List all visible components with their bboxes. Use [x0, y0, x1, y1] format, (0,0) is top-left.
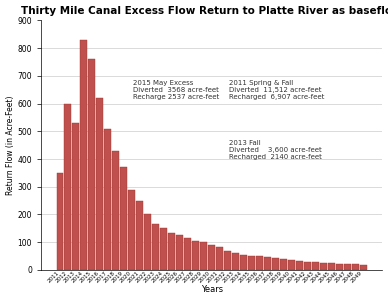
Bar: [328, 263, 335, 270]
Bar: [80, 40, 87, 270]
Text: 2013 Fall
Diverted    3,600 acre-feet
Recharged  2140 acre-feet: 2013 Fall Diverted 3,600 acre-feet Recha…: [229, 140, 322, 160]
Bar: [224, 250, 231, 270]
X-axis label: Years: Years: [201, 285, 223, 294]
Bar: [152, 224, 159, 270]
Bar: [216, 247, 223, 270]
Bar: [304, 262, 311, 270]
Bar: [248, 256, 255, 270]
Bar: [264, 257, 271, 270]
Bar: [120, 167, 127, 270]
Bar: [57, 173, 63, 270]
Bar: [184, 238, 191, 270]
Bar: [312, 262, 319, 270]
Bar: [200, 242, 207, 270]
Bar: [352, 264, 359, 270]
Bar: [336, 264, 343, 270]
Bar: [113, 151, 119, 270]
Bar: [128, 190, 135, 270]
Bar: [137, 201, 143, 270]
Bar: [232, 253, 239, 270]
Y-axis label: Return Flow (in Acre-Feet): Return Flow (in Acre-Feet): [5, 95, 15, 195]
Bar: [240, 255, 247, 270]
Bar: [288, 260, 295, 270]
Bar: [208, 245, 215, 270]
Bar: [160, 228, 167, 270]
Bar: [168, 232, 175, 270]
Bar: [320, 263, 327, 270]
Bar: [64, 103, 71, 270]
Bar: [296, 261, 303, 270]
Text: 2011 Spring & Fall
Diverted  11,512 acre-feet
Recharged  6,907 acre-feet: 2011 Spring & Fall Diverted 11,512 acre-…: [229, 80, 324, 100]
Text: 2015 May Excess
Diverted  3568 acre-feet
Recharge 2537 acre-feet: 2015 May Excess Diverted 3568 acre-feet …: [133, 80, 220, 100]
Bar: [344, 264, 351, 270]
Bar: [280, 260, 287, 270]
Title: Thirty Mile Canal Excess Flow Return to Platte River as baseflow: Thirty Mile Canal Excess Flow Return to …: [21, 6, 388, 16]
Bar: [360, 265, 367, 270]
Bar: [97, 98, 103, 270]
Bar: [272, 258, 279, 270]
Bar: [144, 214, 151, 270]
Bar: [177, 235, 183, 270]
Bar: [73, 123, 79, 270]
Bar: [192, 241, 199, 270]
Bar: [256, 256, 263, 270]
Bar: [104, 129, 111, 270]
Bar: [88, 59, 95, 270]
